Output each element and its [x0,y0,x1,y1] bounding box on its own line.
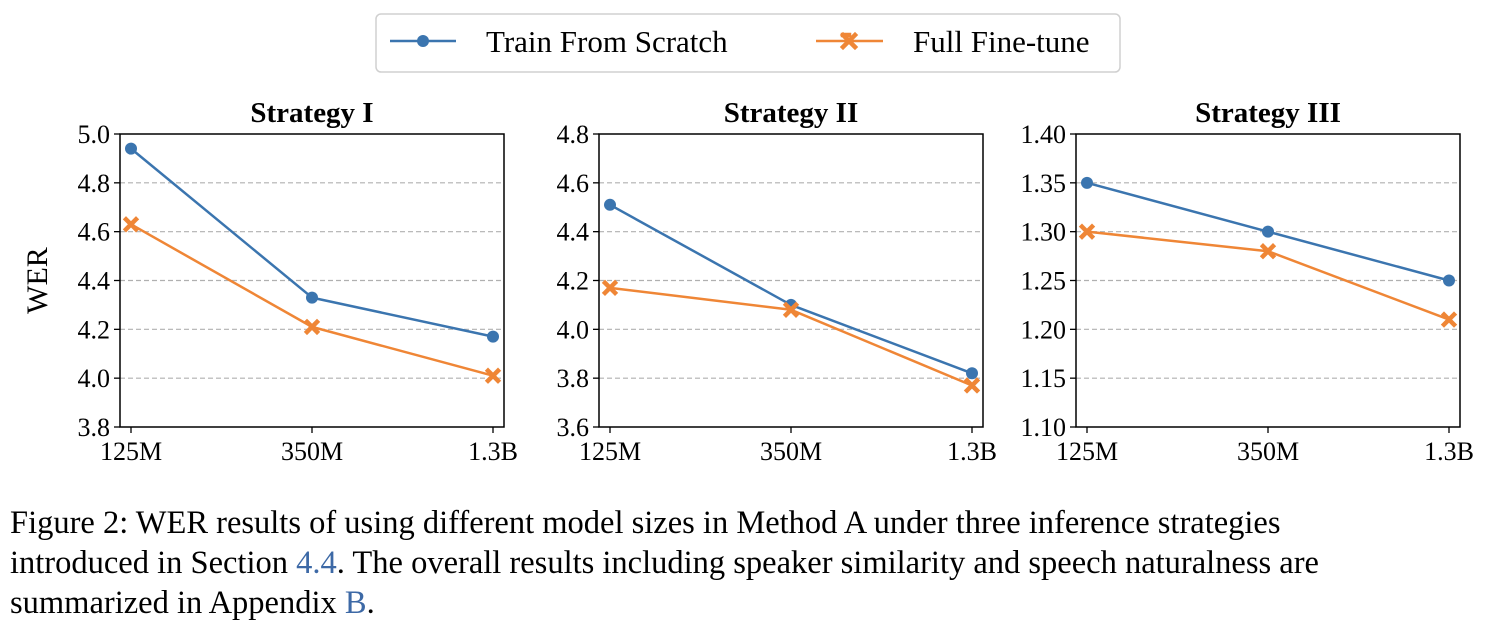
caption-text-2a: introduced in Section [10,545,297,581]
data-point-train-from-scratch [487,330,499,343]
data-point-train-from-scratch [604,198,616,211]
x-tick-label: 1.3B [1424,437,1474,466]
y-tick-label: 1.40 [1021,120,1067,149]
figure-caption: Figure 2: WER results of using different… [10,503,1492,623]
x-tick-label: 125M [579,437,641,466]
y-tick-label: 4.6 [78,218,111,247]
x-tick-label: 125M [100,437,162,466]
data-point-full-fine-tune [782,301,800,318]
y-tick-label: 1.35 [1021,169,1067,198]
data-point-train-from-scratch [966,367,978,380]
data-point-full-fine-tune [601,279,619,297]
y-axis-label: WER [21,247,54,314]
chart-panel-1: 3.8 4.0 4.2 4.4 4.6 4.8 5.0 125M 350M 1.3B Strateg… [21,97,518,466]
x-tick-label: 125M [1056,437,1118,466]
data-point-full-fine-tune [122,216,140,233]
legend-marker-series-2 [839,31,859,51]
y-tick-label: 4.4 [78,267,111,296]
chart-title: Strategy II [724,97,859,129]
figure-chart: Train From Scratch Full Fine-tune 3.8 4.0… [21,13,1474,466]
data-point-train-from-scratch [1443,274,1455,287]
x-tick-label: 1.3B [468,437,518,466]
data-point-full-fine-tune [1259,243,1277,260]
y-tick-label: 4.8 [557,120,590,149]
y-tick-label: 4.2 [557,267,590,296]
appendix-link[interactable]: B [344,585,367,621]
data-point-train-from-scratch [306,291,318,304]
y-tick-label: 4.0 [78,364,111,393]
caption-text-1: Figure 2: WER results of using different… [10,505,1281,541]
chart-title: Strategy I [250,97,373,129]
data-point-full-fine-tune [963,377,981,394]
x-tick-label: 350M [281,437,343,466]
caption-line-3: summarized in Appendix B. [10,583,1492,623]
y-tick-label: 3.8 [78,413,111,442]
caption-text-3b: . [366,585,375,621]
y-tick-label: 1.25 [1021,267,1067,296]
y-tick-label: 4.8 [78,169,111,198]
caption-line-2: introduced in Section 4.4. The overall r… [10,543,1492,583]
x-tick-label: 350M [1237,437,1299,466]
series-line-full-fine-tune [1086,230,1450,321]
legend-box [375,13,1121,73]
y-tick-label: 1.30 [1021,218,1067,247]
x-tick-label: 1.3B [947,437,997,466]
legend-label-series-2: Full Fine-tune [913,24,1090,59]
x-tick-label: 350M [760,437,822,466]
data-point-full-fine-tune [303,318,321,336]
legend-label-series-1: Train From Scratch [486,24,728,59]
section-link[interactable]: 4.4 [296,545,337,581]
caption-text-2b: . The overall results including speaker … [336,545,1319,581]
y-tick-label: 4.6 [557,169,590,198]
y-tick-label: 1.15 [1021,364,1067,393]
legend-entry-train-from-scratch: Train From Scratch [390,24,728,59]
data-point-full-fine-tune [484,367,502,384]
data-point-train-from-scratch [125,142,137,155]
y-tick-label: 4.2 [78,315,111,344]
y-tick-label: 1.20 [1021,315,1067,344]
legend: Train From Scratch Full Fine-tune [375,13,1121,73]
y-tick-label: 4.4 [557,218,590,247]
legend-marker-series-1 [417,35,429,47]
series-line-train-from-scratch [609,203,973,375]
chart-title: Strategy III [1195,97,1341,129]
y-tick-label: 5.0 [78,120,111,149]
caption-text-3a: summarized in Appendix [10,585,345,621]
y-tick-label: 3.6 [557,413,590,442]
y-tick-label: 4.0 [557,315,590,344]
y-tick-label: 1.10 [1021,413,1067,442]
caption-line-1: Figure 2: WER results of using different… [10,503,1492,543]
data-point-full-fine-tune [1440,311,1458,328]
chart-panel-3: 1.10 1.15 1.20 1.25 1.30 1.35 1.40 125M 350M 1.3B… [1021,97,1474,466]
chart-panel-2: 3.6 3.8 4.0 4.2 4.4 4.6 4.8 125M 350M 1.3B Strateg… [557,97,997,466]
data-point-train-from-scratch [1081,176,1093,189]
legend-entry-full-fine-tune: Full Fine-tune [816,24,1090,59]
data-point-train-from-scratch [1262,225,1274,238]
data-point-full-fine-tune [1078,223,1096,240]
series-line-train-from-scratch [130,147,494,338]
y-tick-label: 3.8 [557,364,590,393]
